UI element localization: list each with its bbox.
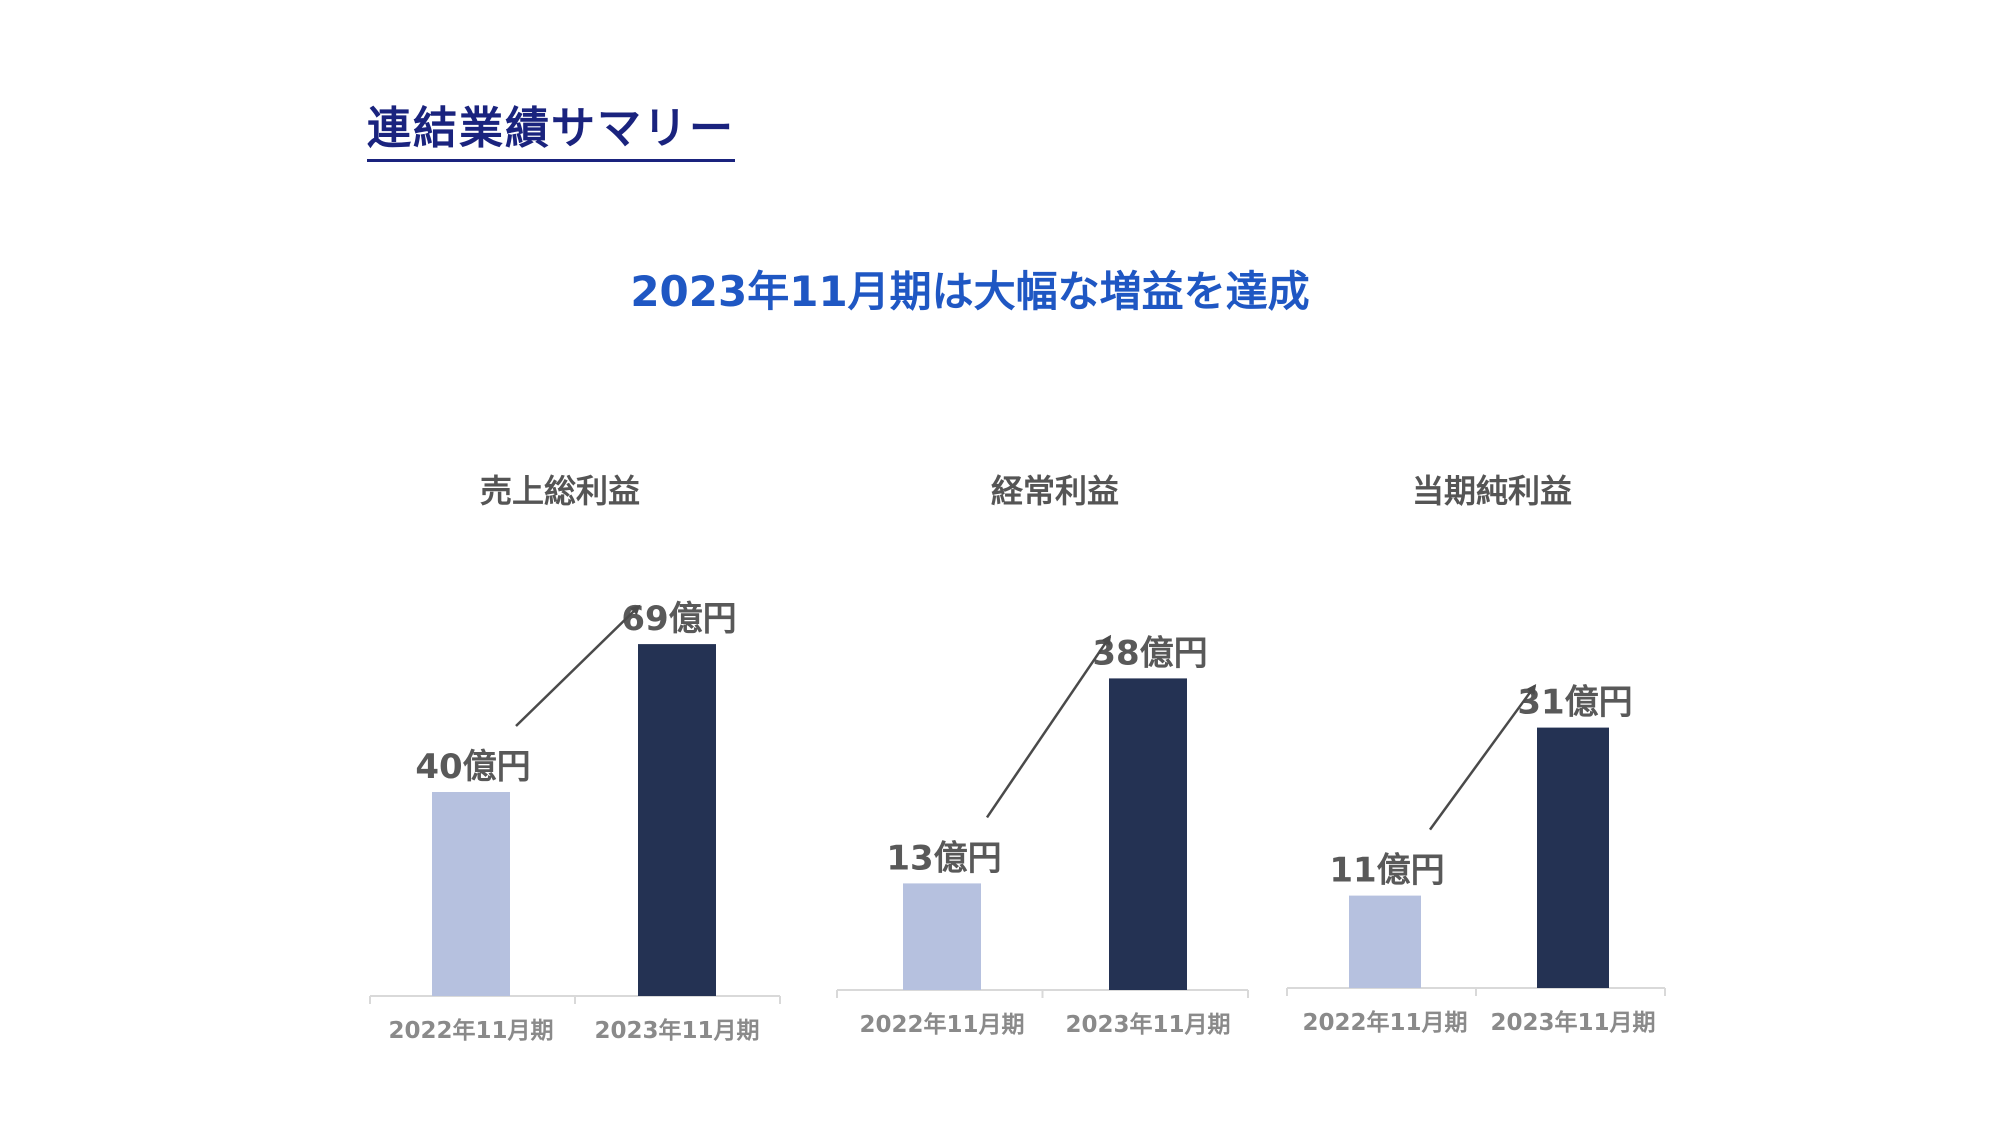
data-label: 69億円 [621,599,736,639]
growth-arrow [985,634,1112,819]
tick-label: 2022年11月期 [859,1011,1024,1038]
growth-arrow [1428,683,1537,831]
bar [1109,678,1187,990]
bar [1349,895,1421,988]
bar [638,644,716,996]
data-label: 31億円 [1517,683,1632,723]
data-label: 13億円 [886,838,1001,878]
chart-title: 当期純利益 [1412,472,1572,510]
data-label: 11億円 [1329,851,1444,891]
tick-label: 2023年11月期 [594,1017,759,1044]
tick-label: 2023年11月期 [1490,1009,1655,1036]
tick-label: 2023年11月期 [1065,1011,1230,1038]
chart-title: 売上総利益 [480,472,640,510]
growth-arrow [515,604,641,727]
bar [1537,727,1609,988]
headline: 2023年11月期は大幅な増益を達成 [630,267,1310,316]
chart-title: 経常利益 [991,472,1119,510]
page-title: 連結業績サマリー [367,104,735,163]
bar [432,792,510,996]
tick-label: 2022年11月期 [388,1017,553,1044]
data-label: 40億円 [415,747,530,787]
bar [903,883,981,990]
tick-label: 2022年11月期 [1302,1009,1467,1036]
data-label: 38億円 [1092,633,1207,673]
